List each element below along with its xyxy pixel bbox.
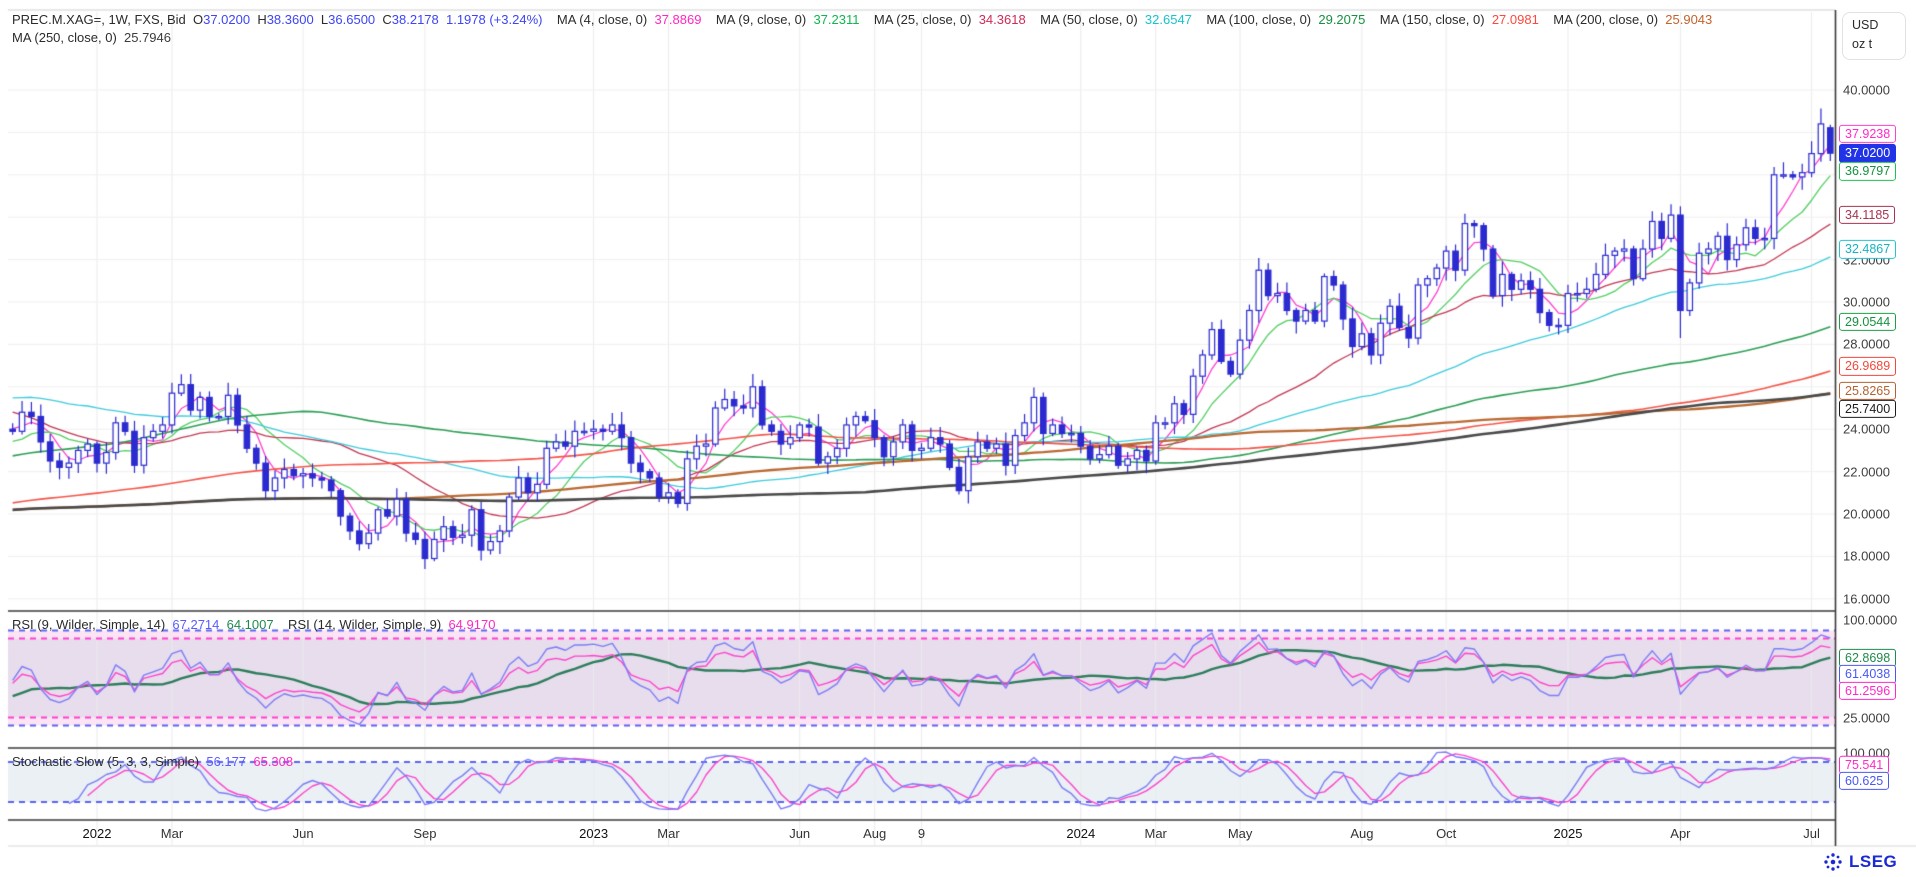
- legend-segment: 29.2075: [1318, 12, 1366, 27]
- axis-value-box: 26.9689: [1839, 357, 1897, 376]
- currency-label: USD: [1852, 18, 1879, 32]
- legend-segment: 25.9043: [1665, 12, 1713, 27]
- axis-value-box: 75.541: [1839, 755, 1890, 775]
- axis-tick-label: 22.0000: [1843, 464, 1890, 480]
- legend-segment: 56.177: [206, 754, 254, 769]
- legend-segment: MA (9, close, 0): [701, 12, 814, 27]
- time-axis-label: Sep: [413, 826, 437, 841]
- legend-segment: H: [257, 12, 267, 27]
- axis-tick-label: 16.0000: [1843, 591, 1890, 607]
- axis-value-box: 60.625: [1839, 771, 1890, 790]
- axis-value-box: 37.0200: [1839, 144, 1897, 163]
- legend-segment: 38.3600: [266, 12, 321, 27]
- time-axis-label: Jun: [789, 826, 811, 841]
- rsi-legend: RSI (9, Wilder, Simple, 14) 67.2714 64.1…: [12, 616, 495, 633]
- time-axis-label: Aug: [863, 826, 887, 841]
- legend-segment: 37.0200: [203, 12, 258, 27]
- time-axis-label: Mar: [1144, 826, 1167, 841]
- legend-segment: 64.1007: [226, 617, 274, 632]
- axis-value-box: 32.4867: [1839, 240, 1897, 259]
- time-axis-label: 2024: [1066, 826, 1096, 841]
- legend-segment: MA (150, close, 0): [1365, 12, 1492, 27]
- time-axis-label: 2025: [1553, 826, 1583, 841]
- legend-segment: MA (50, close, 0): [1025, 12, 1145, 27]
- legend-segment: 36.6500: [328, 12, 383, 27]
- axis-value-box: 36.9797: [1839, 162, 1897, 181]
- time-axis-label: Jun: [292, 826, 314, 841]
- axis-value-box: 29.0544: [1839, 312, 1897, 332]
- legend-segment: 32.6547: [1144, 12, 1192, 27]
- axis-tick-label: 18.0000: [1843, 548, 1890, 564]
- time-axis-label: Mar: [657, 826, 680, 841]
- time-axis-label: Jul: [1803, 826, 1820, 841]
- legend-segment: 37.8869: [654, 12, 702, 27]
- legend-segment: RSI (14, Wilder, Simple, 9): [273, 617, 449, 632]
- axis-value-box: 61.2596: [1839, 681, 1897, 700]
- axis-value-box: 25.7400: [1839, 399, 1897, 418]
- time-axis-label: 2022: [82, 826, 112, 841]
- time-axis-label: Mar: [160, 826, 184, 841]
- axis-value-box: 62.8698: [1839, 648, 1897, 667]
- axis-tick-label: 25.0000: [1843, 710, 1890, 725]
- time-axis-label: Apr: [1670, 826, 1691, 841]
- axis-tick-label: 100.0000: [1843, 612, 1898, 628]
- axis-value-box: 37.9238: [1839, 124, 1897, 144]
- legend-segment: MA (100, close, 0): [1191, 12, 1319, 27]
- legend-segment: RSI (9, Wilder, Simple, 14): [12, 617, 173, 632]
- time-axis-label: 2023: [579, 826, 609, 841]
- legend-segment: 64.9170: [448, 617, 496, 632]
- legend-segment: 1.1978 (+3.24%): [445, 12, 543, 27]
- lseg-logo: LSEG: [1822, 851, 1897, 873]
- unit-label: oz t: [1852, 37, 1873, 51]
- axis-tick-label: 40.0000: [1843, 82, 1890, 98]
- lseg-crest-icon: [1824, 853, 1842, 871]
- time-axis-label: Aug: [1350, 826, 1374, 841]
- legend-segment: 67.2714: [172, 617, 227, 632]
- legend-segment: L: [320, 12, 329, 27]
- legend-segment: Stochastic Slow (5, 3, 3, Simple): [12, 754, 207, 769]
- axis-unit-box: USD oz t: [1842, 12, 1906, 60]
- time-axis-label: May: [1227, 826, 1253, 841]
- price-legend-line2: MA (250, close, 0) 25.7946: [12, 29, 171, 46]
- price-legend-line1: PREC.M.XAG=, 1W, FXS, Bid O37.0200 H38.3…: [12, 11, 1712, 28]
- legend-segment: MA (200, close, 0): [1538, 12, 1666, 27]
- legend-segment: 25.7946: [124, 30, 171, 45]
- legend-segment: 38.2178: [391, 12, 446, 27]
- legend-segment: C: [382, 12, 392, 27]
- axis-value-box: 25.8265: [1839, 381, 1897, 400]
- legend-segment: 65.308: [253, 754, 294, 769]
- legend-segment: MA (250, close, 0): [12, 30, 124, 45]
- axis-value-box: 34.1185: [1839, 205, 1896, 224]
- axis-tick-label: 28.0000: [1843, 336, 1890, 352]
- legend-segment: O: [192, 12, 204, 27]
- axis-tick-label: 24.0000: [1843, 421, 1890, 437]
- axis-tick-label: 30.0000: [1843, 294, 1890, 310]
- legend-segment: 37.2311: [813, 12, 860, 27]
- stochastic-legend: Stochastic Slow (5, 3, 3, Simple) 56.177…: [12, 753, 293, 770]
- time-axis-label: 9: [917, 826, 926, 841]
- lseg-wordmark: LSEG: [1849, 852, 1898, 871]
- axis-tick-label: 20.0000: [1843, 506, 1890, 522]
- legend-segment: 27.0981: [1491, 12, 1539, 27]
- legend-segment: 34.3618: [978, 12, 1026, 27]
- legend-segment: MA (25, close, 0): [859, 12, 979, 27]
- time-axis-label: Oct: [1436, 826, 1457, 841]
- legend-segment: MA (4, close, 0): [542, 12, 655, 27]
- legend-segment: PREC.M.XAG=, 1W, FXS, Bid: [12, 12, 193, 27]
